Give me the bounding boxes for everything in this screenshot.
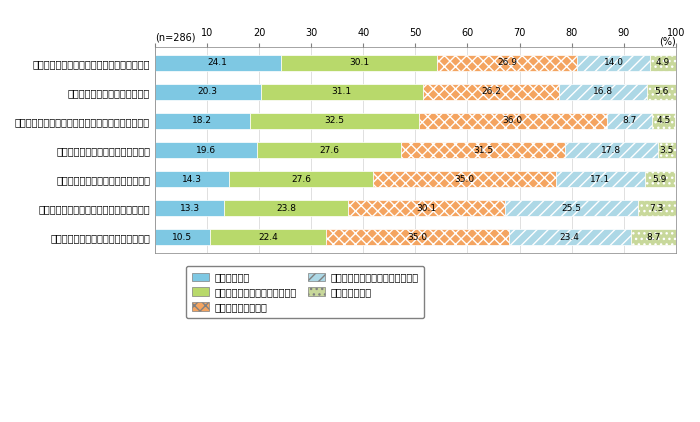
Text: 14.0: 14.0 bbox=[604, 58, 624, 67]
Text: 8.7: 8.7 bbox=[646, 233, 660, 242]
Text: 16.8: 16.8 bbox=[593, 87, 613, 96]
Bar bbox=[155, 171, 230, 187]
Bar bbox=[155, 55, 281, 71]
Text: 17.8: 17.8 bbox=[601, 146, 622, 154]
Text: 10.5: 10.5 bbox=[172, 233, 192, 242]
Text: 17.1: 17.1 bbox=[590, 175, 610, 184]
Text: 13.3: 13.3 bbox=[180, 204, 200, 213]
Text: 24.1: 24.1 bbox=[208, 58, 228, 67]
Text: 35.0: 35.0 bbox=[407, 233, 428, 242]
Bar bbox=[210, 229, 326, 245]
Bar bbox=[631, 229, 676, 245]
Text: 14.3: 14.3 bbox=[182, 175, 202, 184]
Bar bbox=[645, 171, 676, 187]
Text: 5.9: 5.9 bbox=[652, 175, 667, 184]
Text: 35.0: 35.0 bbox=[454, 175, 475, 184]
Bar bbox=[155, 200, 224, 216]
Bar bbox=[438, 55, 578, 71]
Bar bbox=[505, 200, 638, 216]
Text: 32.5: 32.5 bbox=[324, 116, 344, 125]
Bar bbox=[230, 171, 373, 187]
Bar bbox=[155, 113, 250, 129]
Text: 4.9: 4.9 bbox=[656, 58, 670, 67]
Legend: 容易に行える, どちらかといえば容易に行える, どちらともいえない, どちらかといえば容易に行えない, 容易に行えない: 容易に行える, どちらかといえば容易に行える, どちらともいえない, どちらかと… bbox=[186, 266, 424, 318]
Text: (%): (%) bbox=[659, 37, 676, 47]
Text: (n=286): (n=286) bbox=[155, 32, 195, 43]
Bar bbox=[556, 171, 645, 187]
Bar bbox=[578, 55, 650, 71]
Text: 26.2: 26.2 bbox=[481, 87, 501, 96]
Text: 19.6: 19.6 bbox=[196, 146, 216, 154]
Text: 23.8: 23.8 bbox=[276, 204, 296, 213]
Text: 30.1: 30.1 bbox=[349, 58, 369, 67]
Bar bbox=[565, 142, 657, 158]
Bar bbox=[657, 142, 676, 158]
Bar bbox=[326, 229, 509, 245]
Text: 25.5: 25.5 bbox=[561, 204, 582, 213]
Text: 27.6: 27.6 bbox=[291, 175, 312, 184]
Bar bbox=[401, 142, 565, 158]
Text: 23.4: 23.4 bbox=[559, 233, 580, 242]
Bar bbox=[224, 200, 348, 216]
Text: 5.6: 5.6 bbox=[654, 87, 668, 96]
Bar bbox=[419, 113, 606, 129]
Bar bbox=[647, 84, 676, 100]
Bar bbox=[155, 84, 260, 100]
Bar bbox=[650, 55, 676, 71]
Text: 20.3: 20.3 bbox=[198, 87, 218, 96]
Bar bbox=[155, 229, 210, 245]
Bar bbox=[260, 84, 423, 100]
Text: 30.1: 30.1 bbox=[416, 204, 437, 213]
Bar bbox=[281, 55, 438, 71]
Bar bbox=[155, 142, 257, 158]
Bar bbox=[652, 113, 676, 129]
Text: 27.6: 27.6 bbox=[319, 146, 339, 154]
Text: 8.7: 8.7 bbox=[622, 116, 636, 125]
Text: 22.4: 22.4 bbox=[258, 233, 278, 242]
Bar bbox=[509, 229, 631, 245]
Text: 7.3: 7.3 bbox=[650, 204, 664, 213]
Bar bbox=[257, 142, 401, 158]
Text: 36.0: 36.0 bbox=[503, 116, 523, 125]
Text: 31.1: 31.1 bbox=[332, 87, 352, 96]
Text: 18.2: 18.2 bbox=[193, 116, 212, 125]
Bar bbox=[559, 84, 647, 100]
Bar bbox=[638, 200, 676, 216]
Bar bbox=[348, 200, 505, 216]
Bar bbox=[250, 113, 419, 129]
Bar bbox=[606, 113, 652, 129]
Text: 26.9: 26.9 bbox=[497, 58, 517, 67]
Bar bbox=[423, 84, 559, 100]
Bar bbox=[373, 171, 556, 187]
Text: 3.5: 3.5 bbox=[659, 146, 674, 154]
Text: 31.5: 31.5 bbox=[473, 146, 493, 154]
Text: 4.5: 4.5 bbox=[657, 116, 671, 125]
